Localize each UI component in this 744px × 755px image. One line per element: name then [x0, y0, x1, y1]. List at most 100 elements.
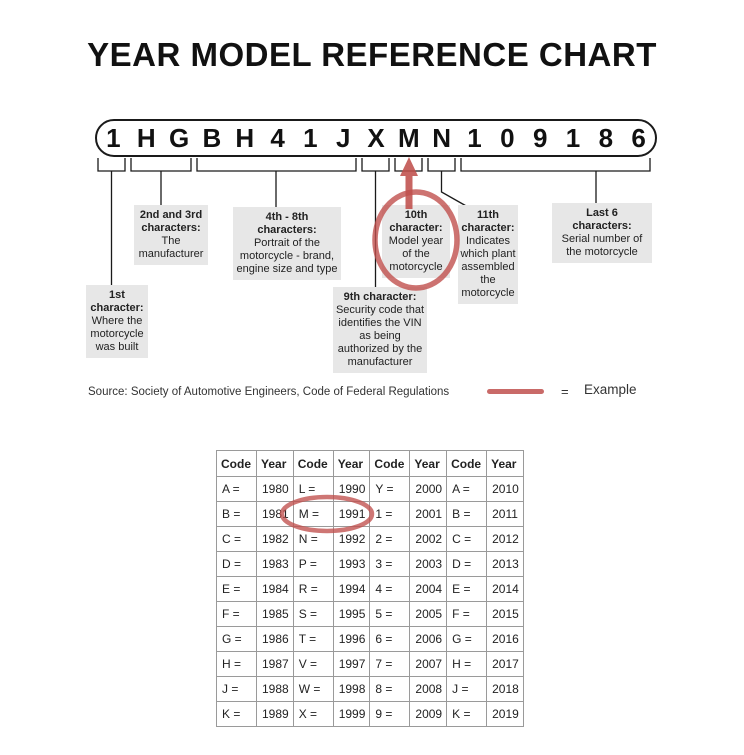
callout-title: 9th character: [343, 291, 417, 303]
table-cell: 1988 [256, 676, 294, 702]
callout-body: Model year of the motorcycle [388, 235, 444, 273]
table-cell: T = [292, 626, 334, 652]
vin-character: 1 [565, 122, 581, 153]
table-row: H = 1987 V = 1997 7 = 2007 H = 2017 [216, 651, 524, 677]
table-cell: 1996 [332, 626, 371, 652]
example-label: Example [584, 382, 637, 397]
table-cell: E = [446, 576, 488, 602]
table-cell: 7 = [369, 651, 411, 677]
table-cell: 1997 [332, 651, 371, 677]
callout-9th-character: 9th character: Security code that identi… [333, 287, 427, 373]
table-row: K = 1989 X = 1999 9 = 2009 K = 2019 [216, 701, 524, 727]
table-row: G = 1986 T = 1996 6 = 2006 G = 2016 [216, 626, 524, 652]
table-cell: X = [292, 701, 334, 727]
table-cell: 2005 [409, 601, 448, 627]
vin-character: 8 [598, 122, 614, 153]
table-cell: 1986 [256, 626, 294, 652]
table-cell: N = [292, 526, 334, 552]
table-cell: 2 = [369, 526, 411, 552]
bracket-char-10 [394, 158, 423, 172]
table-cell: D = [446, 551, 488, 577]
table-cell: 2019 [486, 701, 524, 727]
table-cell: 2015 [486, 601, 524, 627]
bracket-char-1 [97, 158, 126, 172]
table-cell: 2001 [409, 501, 448, 527]
table-cell: 1998 [332, 676, 371, 702]
vin-character: N [432, 122, 452, 153]
table-header-cell: Code [292, 450, 334, 477]
callout-10th-character: 10th character: Model year of the motorc… [382, 205, 450, 278]
bracket-chars-4-8 [196, 158, 357, 172]
table-cell: L = [292, 476, 334, 502]
table-row: B = 1981 M = 1991 1 = 2001 B = 2011 [216, 501, 524, 527]
table-cell: 5 = [369, 601, 411, 627]
table-cell: H = [216, 651, 257, 677]
vin-character: 6 [631, 122, 646, 153]
table-cell: 2016 [486, 626, 524, 652]
vin-character: J [335, 122, 351, 153]
vin-character: B [202, 122, 222, 153]
table-cell: 1 = [369, 501, 411, 527]
callout-2nd-3rd-characters: 2nd and 3rd characters: The manufacturer [134, 205, 208, 265]
callout-11th-character: 11th character: Indicates which plant as… [458, 205, 518, 304]
table-cell: C = [216, 526, 257, 552]
callout-title: 2nd and 3rd characters: [139, 209, 203, 234]
table-cell: A = [446, 476, 488, 502]
vin-character: 1 [106, 122, 121, 153]
table-cell: K = [216, 701, 257, 727]
table-header-cell: Year [256, 450, 294, 477]
table-cell: 2013 [486, 551, 524, 577]
bracket-char-9 [361, 158, 390, 172]
table-cell: 8 = [369, 676, 411, 702]
table-header-cell: Code [446, 450, 488, 477]
table-cell: 2007 [409, 651, 448, 677]
callout-body: The manufacturer [138, 235, 204, 260]
table-cell: K = [446, 701, 488, 727]
table-cell: 1983 [256, 551, 294, 577]
table-cell: 1984 [256, 576, 294, 602]
callout-body: Portrait of the motorcycle - brand, engi… [236, 237, 338, 275]
table-cell: 1987 [256, 651, 294, 677]
table-cell: 1980 [256, 476, 294, 502]
example-line-icon [487, 389, 544, 394]
callout-title: 10th character: [389, 209, 443, 234]
page-title: YEAR MODEL REFERENCE CHART [87, 36, 657, 73]
table-cell: F = [446, 601, 488, 627]
table-cell: S = [292, 601, 334, 627]
bracket-chars-2-3 [130, 158, 192, 172]
year-code-table: Code Year Code Year Code Year Code Year A = 1980… [216, 450, 524, 727]
vin-character: G [168, 122, 190, 153]
table-cell: 1992 [332, 526, 371, 552]
table-cell: B = [446, 501, 488, 527]
table-row: C = 1982 N = 1992 2 = 2002 C = 2012 [216, 526, 524, 552]
year-code-table-wrap: Code Year Code Year Code Year Code Year A = 1980… [216, 450, 524, 727]
callout-body: Where the motorcycle was built [90, 315, 144, 353]
table-cell: R = [292, 576, 334, 602]
callout-title: 1st character: [90, 289, 144, 314]
table-row: J = 1988 W = 1998 8 = 2008 J = 2018 [216, 676, 524, 702]
table-cell: 1989 [256, 701, 294, 727]
table-cell: 2011 [486, 501, 524, 527]
bracket-char-11 [427, 158, 456, 172]
table-cell: B = [216, 501, 257, 527]
callout-body: Indicates which plant assembled the moto… [460, 235, 516, 299]
table-header-cell: Year [332, 450, 371, 477]
vin-character: 1 [303, 122, 318, 153]
callout-title: Last 6 characters: [572, 207, 632, 232]
table-cell: 2003 [409, 551, 448, 577]
callout-body: Security code that identifies the VIN as… [335, 304, 425, 368]
table-cell: W = [292, 676, 334, 702]
bracket-last-6 [460, 158, 651, 172]
vin-character: M [398, 122, 420, 153]
table-row: F = 1985 S = 1995 5 = 2005 F = 2015 [216, 601, 524, 627]
table-row: A = 1980 L = 1990 Y = 2000 A = 2010 [216, 476, 524, 502]
table-cell: 1982 [256, 526, 294, 552]
model-year-arrow-icon [400, 157, 418, 209]
table-header-cell: Year [486, 450, 524, 477]
vin-character: X [367, 122, 385, 153]
callout-1st-character: 1st character: Where the motorcycle was … [86, 285, 148, 358]
table-cell: V = [292, 651, 334, 677]
source-text: Source: Society of Automotive Engineers,… [88, 386, 450, 398]
vin-character: 0 [500, 122, 515, 153]
